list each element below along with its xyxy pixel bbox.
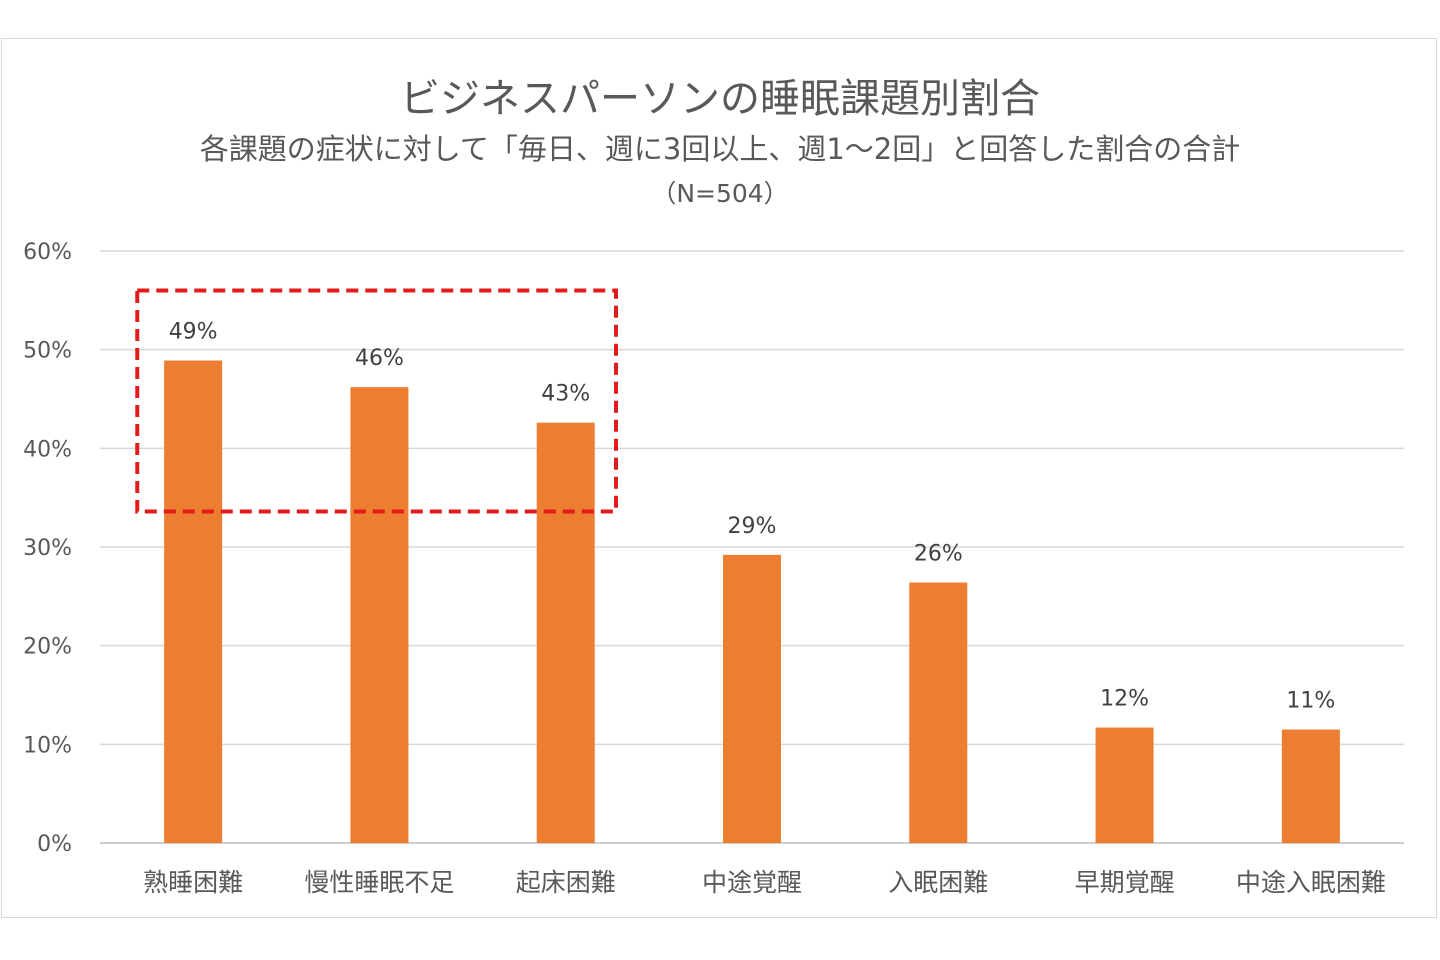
y-tick-label: 50%	[23, 339, 72, 364]
y-axis-tick-labels: 0% 10% 20% 30% 40% 50% 60%	[23, 240, 72, 857]
data-label: 49%	[169, 320, 218, 345]
data-label: 26%	[914, 542, 963, 567]
category-label: 熟睡困難	[143, 868, 243, 897]
y-tick-label: 30%	[23, 536, 72, 561]
data-label: 43%	[541, 382, 590, 407]
sample-size-note: （N=504）	[651, 179, 789, 208]
data-label: 46%	[355, 346, 404, 371]
chart-subtitle: 各課題の症状に対して「毎日、週に3回以上、週1〜2回」と回答した割合の合計	[199, 132, 1241, 166]
data-label: 12%	[1100, 687, 1149, 712]
chart-frame	[1, 38, 1437, 918]
y-tick-label: 0%	[37, 832, 72, 857]
bar	[723, 554, 781, 843]
y-tick-label: 60%	[23, 240, 72, 265]
data-labels: 49% 46% 43% 29% 26% 12% 11%	[169, 320, 1336, 714]
category-label: 慢性睡眠不足	[304, 868, 454, 897]
category-label: 起床困難	[516, 868, 616, 897]
bar	[164, 360, 223, 843]
chart-title: ビジネスパーソンの睡眠課題別割合	[400, 76, 1040, 122]
data-label: 11%	[1286, 689, 1335, 714]
y-tick-label: 20%	[23, 635, 72, 660]
category-label: 入眠困難	[888, 868, 988, 897]
category-labels: 熟睡困難 慢性睡眠不足 起床困難 中途覚醒 入眠困難 早期覚醒 中途入眠困難	[143, 868, 1386, 897]
category-label: 早期覚醒	[1075, 868, 1175, 897]
bar	[909, 582, 968, 843]
bars	[164, 360, 1340, 843]
bar	[1095, 727, 1154, 843]
y-tick-label: 40%	[23, 437, 72, 462]
data-label: 29%	[728, 514, 777, 539]
bar	[1281, 729, 1340, 843]
bar	[536, 422, 595, 843]
highlight-box	[135, 288, 619, 514]
category-label: 中途覚醒	[702, 868, 802, 897]
y-tick-label: 10%	[23, 733, 72, 758]
category-label: 中途入眠困難	[1236, 868, 1386, 897]
bar	[350, 387, 409, 843]
highlight-box	[135, 288, 619, 514]
